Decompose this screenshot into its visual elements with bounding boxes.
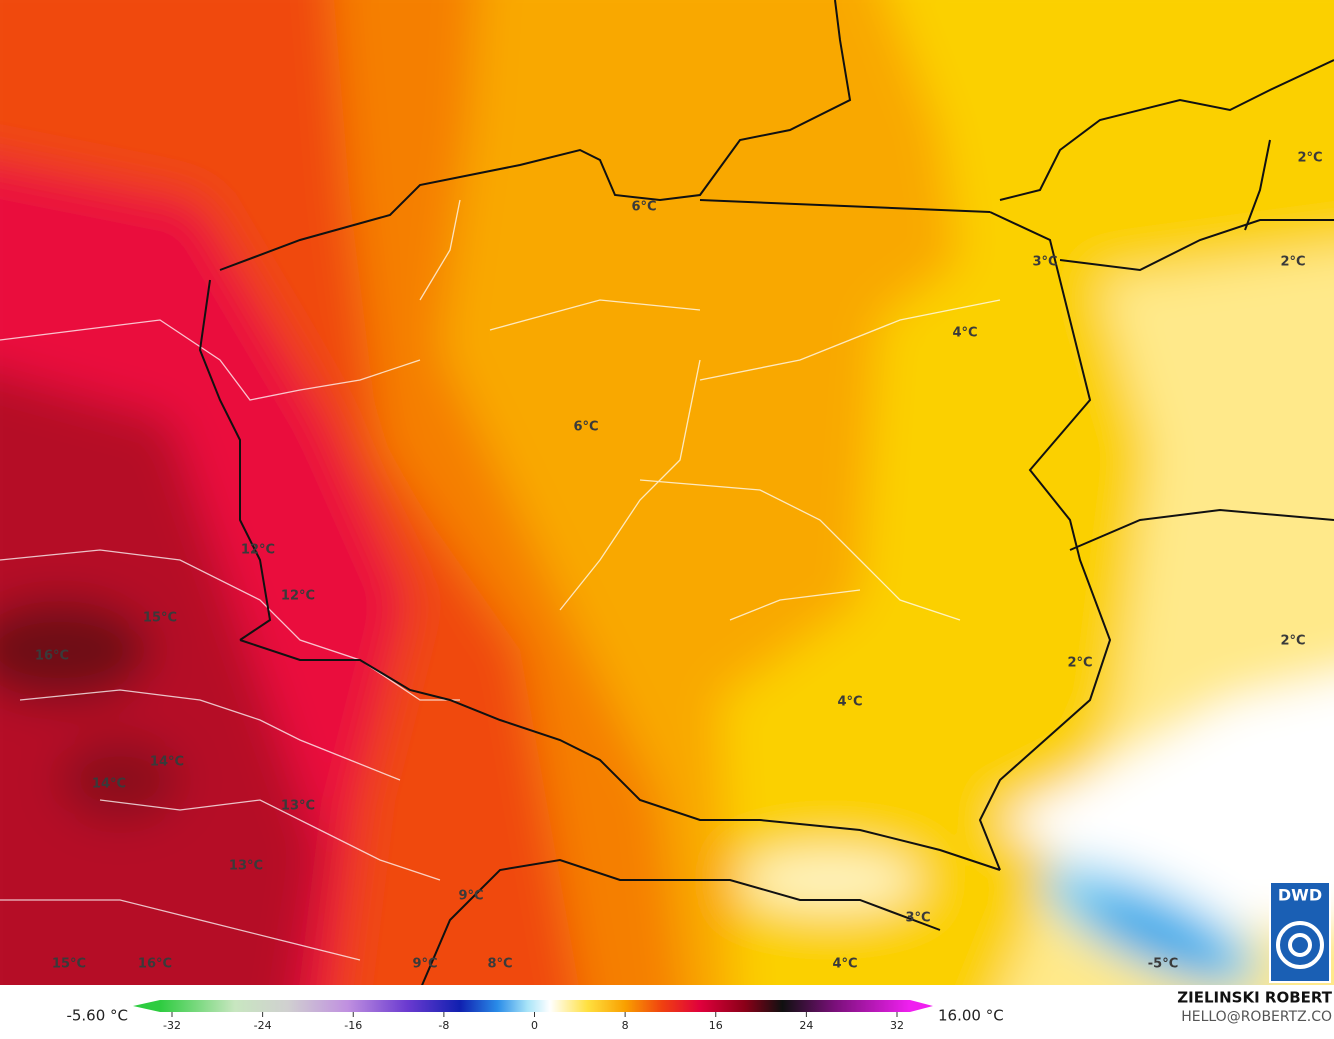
dwd-logo: DWD [1269,881,1331,983]
colorbar-tick-label: -32 [163,1019,181,1032]
logo-text: DWD [1278,886,1322,905]
temperature-label: 16°C [138,957,172,972]
colorbar-tick-label: 32 [890,1019,904,1032]
temperature-label: 4°C [837,695,862,710]
temperature-label: 13°C [229,859,263,874]
temperature-label: 9°C [458,889,483,904]
region-borders [0,199,1001,961]
author: ZIELINSKI ROBERT [1177,989,1332,1007]
temperature-label: -5°C [1148,957,1178,972]
temperature-label: 12°C [241,543,275,558]
colorbar-min: -5.60 °C [66,1007,128,1025]
contact: HELLO@ROBERTZ.CO [1181,1009,1332,1025]
temperature-label: 12°C [281,589,315,604]
temperature-labels: 2°C 6°C 3°C 2°C 4°C 6°C 12°C 12°C 15°C 16°C 2°C 2°C… [35,151,1323,972]
colorbar-tick-label: -8 [438,1019,449,1032]
country-borders [198,0,1334,985]
colorbar-tick-label: -16 [344,1019,362,1032]
temperature-label: 15°C [52,957,86,972]
colorbar-tick-label: 24 [799,1019,813,1032]
temperature-label: 2°C [1067,656,1092,671]
temperature-label: 2°C [1297,151,1322,166]
temperature-label: 14°C [92,777,126,792]
temperature-label: 4°C [952,326,977,341]
temperature-label: 2°C [1280,255,1305,270]
temperature-label: 4°C [832,957,857,972]
temperature-label: 15°C [143,611,177,626]
temperature-label: 13°C [281,799,315,814]
colorbar: -5.60 °C 16.00 °C -32 -24 -16 -8 0 8 16 24 32 [66,1000,1004,1032]
temperature-label: 3°C [1032,255,1057,270]
colorbar-tick-label: 16 [709,1019,723,1032]
temperature-label: 6°C [573,420,598,435]
temperature-label: 14°C [150,755,184,770]
colorbar-tick-label: 0 [531,1019,538,1032]
colorbar-gradient [160,1000,910,1012]
temperature-label: 3°C [905,911,930,926]
temperature-label: 16°C [35,649,69,664]
colorbar-tick-label: -24 [254,1019,272,1032]
colorbar-max: 16.00 °C [938,1007,1004,1025]
temperature-label: 6°C [631,200,656,215]
temperature-label: 8°C [487,957,512,972]
temperature-label: 2°C [1280,634,1305,649]
temperature-label: 9°C [412,957,437,972]
colorbar-tick-label: 8 [622,1019,629,1032]
